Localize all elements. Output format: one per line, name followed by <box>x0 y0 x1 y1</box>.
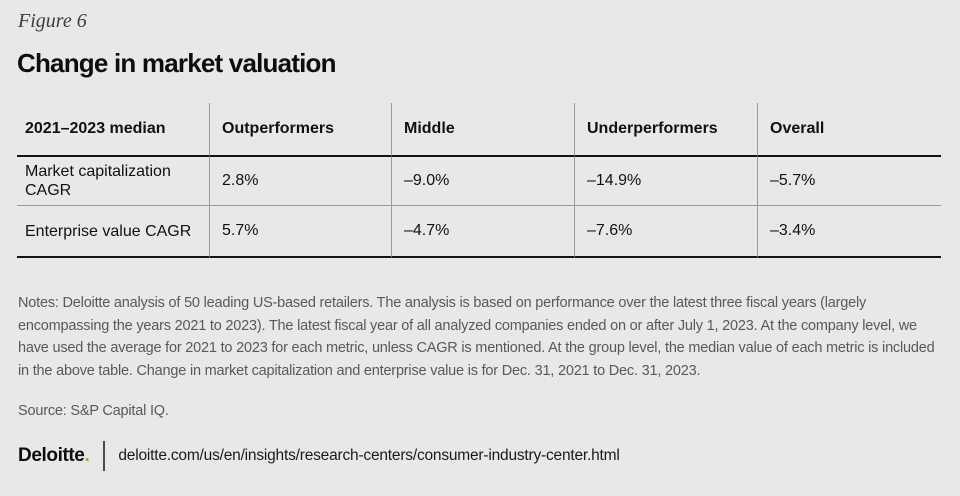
figure-label: Figure 6 <box>18 10 87 32</box>
table-header-median: 2021–2023 median <box>17 103 209 157</box>
table-cell-ev-middle: –4.7% <box>391 206 574 258</box>
table-cell-marketcap-middle: –9.0% <box>391 157 574 206</box>
notes-text: Notes: Deloitte analysis of 50 leading U… <box>18 295 935 379</box>
deloitte-logo: Deloitte. <box>18 445 90 467</box>
table-header-outperformers: Outperformers <box>209 103 391 157</box>
table-cell-ev-overall: –3.4% <box>757 206 941 258</box>
footer: Deloitte. deloitte.com/us/en/insights/re… <box>18 440 620 472</box>
footer-divider <box>103 441 106 471</box>
row-label-text: Enterprise value CAGR <box>25 222 192 240</box>
valuation-table: 2021–2023 median Outperformers Middle Un… <box>17 103 941 258</box>
table-header-middle: Middle <box>391 103 574 157</box>
row-label-text: Market capitalization CAGR <box>25 163 171 199</box>
table-cell-ev-underperformers: –7.6% <box>574 206 757 258</box>
table-cell-marketcap-underperformers: –14.9% <box>574 157 757 206</box>
deloitte-wordmark: Deloitte <box>18 445 85 466</box>
table-header-overall: Overall <box>757 103 941 157</box>
page-title: Change in market valuation <box>17 48 337 78</box>
deloitte-green-dot: . <box>84 445 90 466</box>
table-row-label-enterprise-value: Enterprise value CAGR <box>17 206 209 258</box>
table-header-underperformers: Underperformers <box>574 103 757 157</box>
table-cell-marketcap-outperformers: 2.8% <box>209 157 391 206</box>
table-cell-ev-outperformers: 5.7% <box>209 206 391 258</box>
table-row-label-market-cap: Market capitalization CAGR <box>17 157 209 206</box>
source-text: Source: S&P Capital IQ. <box>18 403 169 419</box>
footer-url: deloitte.com/us/en/insights/research-cen… <box>118 447 620 464</box>
table-cell-marketcap-overall: –5.7% <box>757 157 941 206</box>
